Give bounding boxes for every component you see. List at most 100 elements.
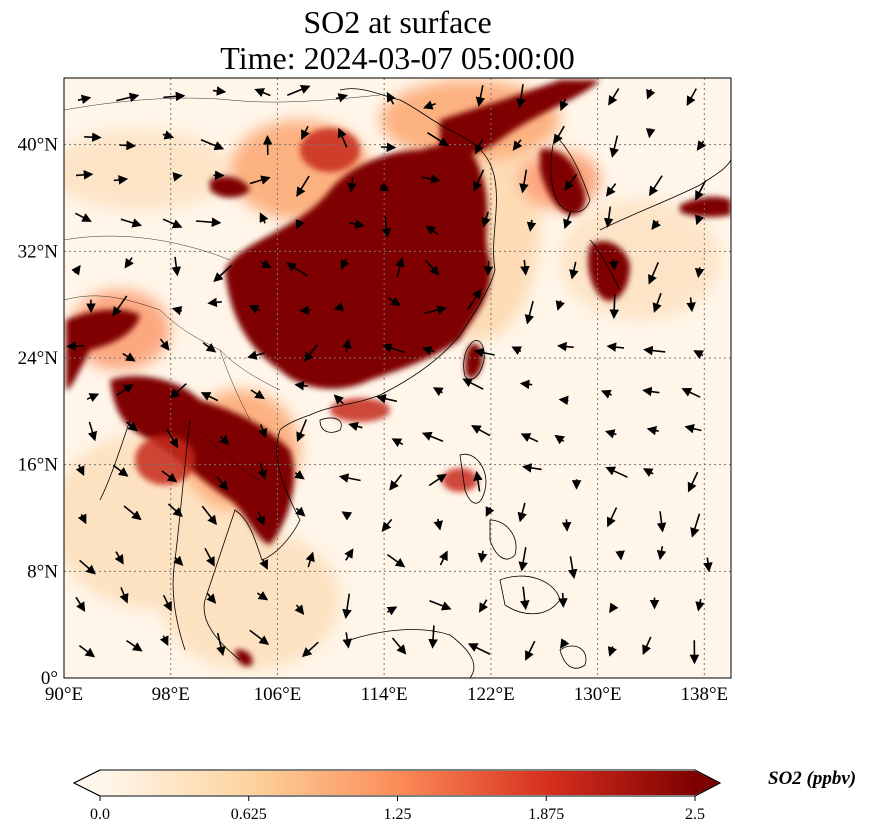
wind-vector — [216, 632, 226, 657]
wind-vector — [609, 602, 619, 614]
map-title-line2: Time: 2024-03-07 05:00:00 — [220, 40, 575, 76]
wind-vector — [429, 599, 452, 611]
lat-tick-label: 0° — [41, 668, 58, 689]
lat-tick-label: 24°N — [18, 348, 59, 369]
wind-vector — [389, 474, 403, 491]
wind-vector — [342, 632, 352, 649]
wind-vector — [609, 135, 619, 158]
wind-vector — [167, 503, 183, 518]
wind-vector — [381, 216, 392, 238]
wind-vector — [84, 132, 102, 142]
wind-vector — [287, 84, 311, 96]
lat-tick-label: 40°N — [18, 135, 59, 156]
wind-vector — [259, 558, 268, 570]
wind-vector — [603, 206, 614, 228]
wind-vector — [526, 219, 537, 232]
wind-vector — [519, 586, 530, 611]
wind-vector — [608, 258, 619, 271]
wind-vector — [386, 91, 396, 105]
wind-vector — [119, 140, 136, 151]
wind-vector — [424, 259, 440, 276]
wind-vector — [195, 217, 222, 227]
wind-vector — [206, 592, 217, 604]
wind-vector — [75, 596, 86, 612]
wind-vector — [202, 342, 217, 353]
wind-vector — [249, 175, 271, 185]
wind-vector — [77, 513, 87, 525]
colorbar-tick-label: 2.5 — [685, 806, 705, 823]
wind-vector — [258, 424, 268, 439]
lon-tick-label: 122°E — [467, 684, 515, 705]
wind-vector — [646, 425, 659, 436]
wind-vector — [606, 507, 618, 528]
map-frame — [63, 77, 732, 679]
wind-vector — [87, 421, 98, 442]
wind-vector — [561, 519, 572, 532]
wind-vector — [120, 218, 143, 228]
wind-vector — [161, 470, 178, 483]
wind-vector — [648, 261, 660, 285]
wind-vector — [604, 429, 617, 439]
wind-vector — [212, 86, 227, 96]
wind-vector — [294, 470, 305, 480]
wind-vector — [607, 646, 617, 657]
wind-vector — [648, 175, 663, 197]
wind-vector — [615, 550, 625, 561]
wind-vector — [303, 344, 318, 362]
colorbar — [72, 769, 722, 801]
wind-vector — [125, 421, 139, 432]
wind-vector — [553, 125, 565, 145]
wind-vector — [425, 225, 439, 236]
wind-vector — [386, 606, 398, 616]
wind-vector — [432, 387, 444, 397]
wind-vector — [642, 386, 660, 397]
wind-vector — [162, 130, 175, 140]
wind-vector — [75, 170, 94, 180]
wind-vector — [643, 345, 666, 356]
wind-vector — [690, 513, 701, 538]
wind-vector — [342, 338, 352, 353]
wind-vector — [340, 258, 350, 270]
wind-vector — [391, 438, 404, 448]
wind-vector — [388, 296, 401, 306]
wind-vector — [558, 395, 569, 406]
wind-vector — [524, 300, 535, 325]
map-title-line1: SO2 at surface — [303, 4, 492, 40]
wind-vector — [605, 466, 628, 478]
wind-vector — [169, 383, 187, 399]
wind-vector — [171, 306, 183, 316]
colorbar-tick-label: 1.25 — [383, 806, 412, 823]
wind-vector — [78, 644, 96, 658]
wind-vector — [249, 629, 270, 645]
wind-vector — [656, 511, 667, 533]
wind-vector — [162, 594, 172, 612]
colorbar-label: SO2 (ppbv) — [768, 768, 857, 789]
wind-vector — [386, 553, 406, 568]
wind-vector — [159, 635, 169, 647]
wind-vector — [560, 638, 570, 649]
wind-vector — [248, 304, 261, 314]
wind-vector — [475, 138, 484, 155]
wind-vector — [166, 428, 179, 449]
wind-vector — [259, 212, 269, 224]
wind-vector — [423, 305, 447, 315]
wind-vector — [71, 264, 81, 276]
wind-vector — [200, 392, 219, 402]
wind-vector — [162, 218, 183, 229]
wind-vector — [642, 468, 654, 478]
wind-vector — [126, 640, 143, 652]
wind-vector — [114, 551, 124, 565]
lon-tick-label: 138°E — [680, 684, 728, 705]
wind-vector — [686, 297, 696, 313]
wind-vector — [609, 294, 620, 320]
wind-vector — [333, 302, 345, 312]
wind-vector — [116, 92, 140, 103]
wind-vector — [112, 295, 128, 317]
wind-vector — [86, 393, 100, 403]
wind-vector — [341, 511, 353, 521]
wind-vector — [122, 352, 136, 362]
wind-vector — [520, 433, 539, 443]
lat-tick-label: 8°N — [27, 561, 58, 582]
wind-vector — [216, 476, 229, 491]
wind-vector — [112, 464, 129, 477]
